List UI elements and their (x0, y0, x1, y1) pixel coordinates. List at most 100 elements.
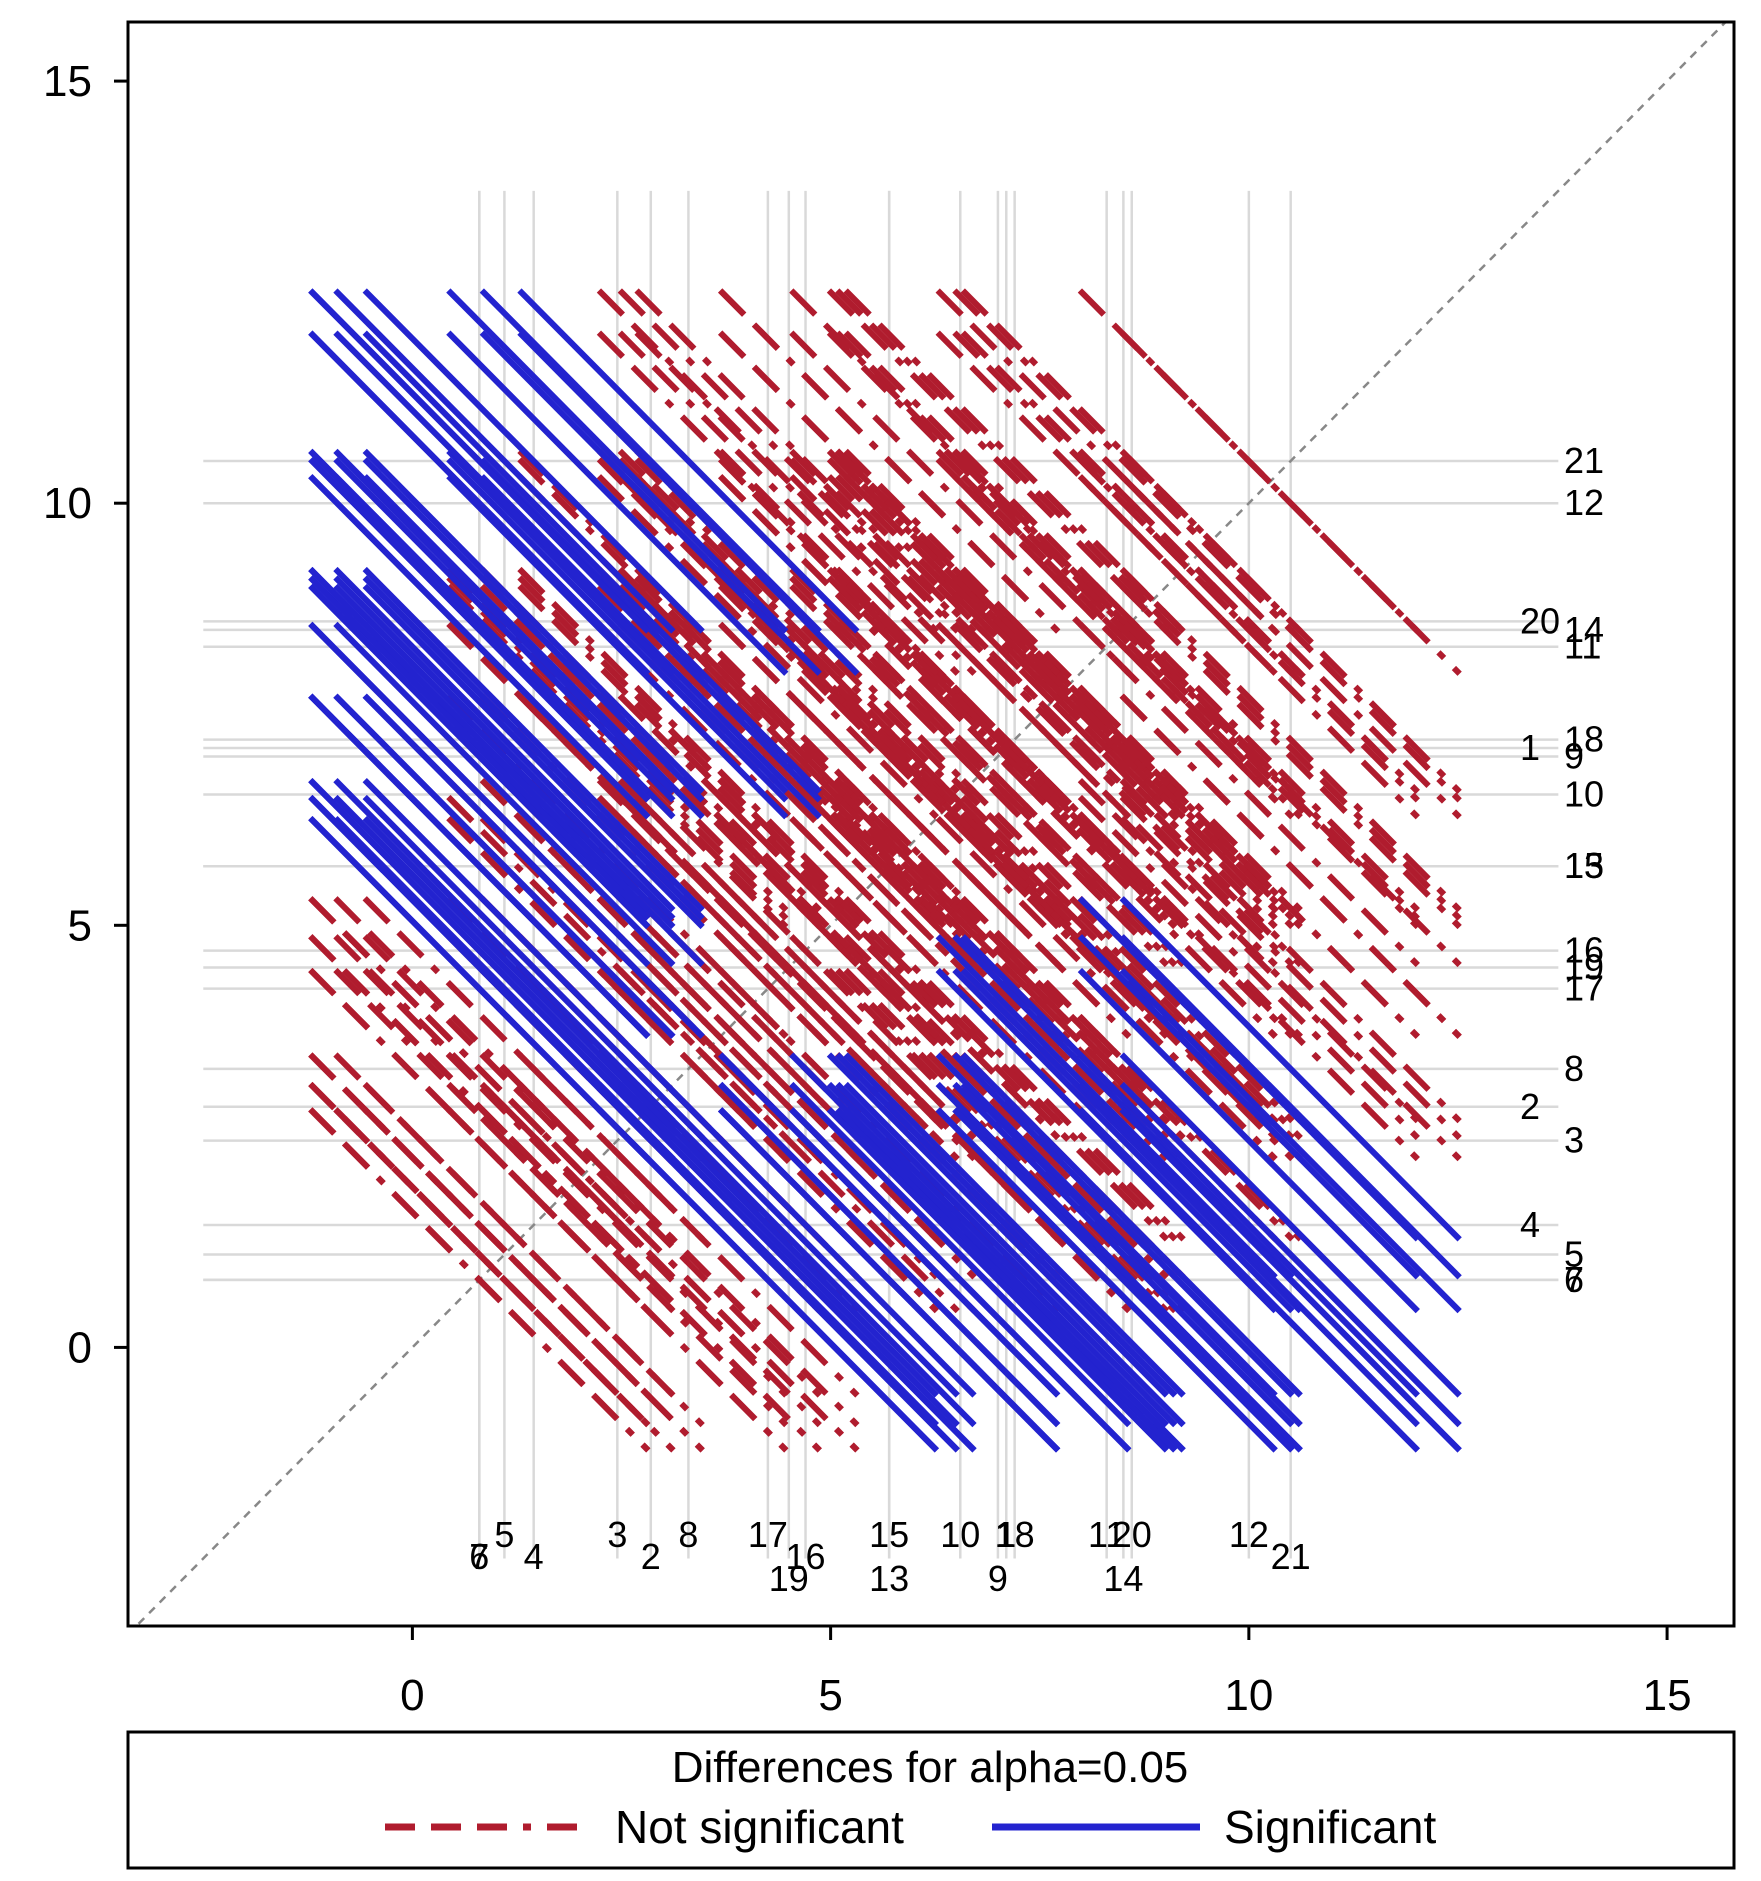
not-significant-diff-8-14 (517, 457, 860, 803)
not-significant-diff-21-20 (1119, 448, 1462, 795)
not-significant-diff-8-5 (517, 1081, 860, 1428)
significant-diff-7-12 (308, 330, 651, 676)
x-tick-label-0: 0 (400, 1671, 424, 1720)
significant-diff-12-7 (1077, 1107, 1420, 1453)
not-significant-diff-8-1 (517, 575, 860, 921)
not-significant-diff-15-10 (718, 621, 1061, 968)
x-group-label-10: 10 (940, 1514, 980, 1555)
not-significant-diff-12-19 (1077, 794, 1420, 1141)
significant-diff-10-5 (789, 1081, 1132, 1428)
significant-diff-21-8 (1119, 896, 1462, 1242)
significant-diff-7-20 (308, 448, 651, 795)
significant-diff-3-12 (446, 330, 789, 676)
significant-diff-11-4 (935, 1052, 1278, 1398)
x-group-label-9: 9 (988, 1558, 1008, 1599)
significant-diff-4-16 (362, 777, 705, 1124)
significant-diff-1-5 (835, 1081, 1178, 1428)
not-significant-diff-10-1 (789, 575, 1132, 921)
not-significant-diff-21-11 (1119, 474, 1462, 820)
not-significant-diff-10-19 (789, 794, 1132, 1141)
not-significant-diff-16-21 (634, 288, 977, 634)
not-significant-diff-1-19 (835, 794, 1178, 1141)
significant-diff-4-1 (362, 575, 705, 921)
y-group-label-19: 19 (1564, 947, 1604, 988)
significant-diff-12-3 (1077, 967, 1420, 1314)
significant-diff-5-16 (333, 777, 676, 1124)
not-significant-diff-15-12 (718, 330, 1061, 676)
significant-diff-14-7 (952, 1107, 1295, 1453)
significant-diff-7-21 (308, 288, 651, 634)
significant-diff-4-14 (362, 457, 705, 803)
significant-diff-16-5 (634, 1081, 977, 1428)
y-group-label-1: 1 (1520, 727, 1540, 768)
not-significant-diff-3-10 (446, 621, 789, 968)
significant-diff-4-21 (362, 288, 705, 634)
not-significant-diff-18-8 (843, 896, 1186, 1242)
significant-diff-10-4 (789, 1052, 1132, 1398)
not-significant-diff-11-9 (935, 583, 1278, 930)
not-significant-diff-17-12 (596, 330, 939, 676)
diagonal-reference-line (134, 22, 1728, 1626)
not-significant-diff-16-14 (634, 457, 977, 803)
x-group-label-21: 21 (1271, 1536, 1311, 1577)
significant-diff-3-21 (446, 288, 789, 634)
x-group-label-1: 1 (996, 1514, 1016, 1555)
not-significant-diff-11-16 (935, 777, 1278, 1124)
not-significant-diff-12-14 (1077, 457, 1420, 803)
not-significant-diff-12-10 (1077, 621, 1420, 968)
significant-diff-7-16 (308, 777, 651, 1124)
significant-diff-4-15 (362, 693, 705, 1039)
not-significant-diff-21-9 (1119, 583, 1462, 930)
significant-diff-5-10 (333, 621, 676, 968)
not-significant-diff-7-2 (308, 934, 651, 1280)
not-significant-diff-3-17 (446, 815, 789, 1162)
y-group-label-18: 18 (1564, 719, 1604, 760)
y-group-label-4: 4 (1520, 1204, 1540, 1245)
x-group-label-2: 2 (641, 1536, 661, 1577)
not-significant-diff-19-20 (617, 448, 960, 795)
significant-diff-11-5 (935, 1081, 1278, 1428)
y-tick-label-15: 15 (43, 57, 92, 106)
significant-diff-4-18 (362, 566, 705, 913)
significant-diff-1-4 (835, 1052, 1178, 1398)
not-significant-diff-7-6 (308, 1107, 651, 1453)
significant-diff-2-21 (479, 288, 822, 634)
not-significant-diff-11-14 (935, 457, 1278, 803)
y-group-label-17: 17 (1564, 968, 1604, 1009)
not-significant-diff-21-14 (1119, 457, 1462, 803)
significant-diff-5-14 (333, 457, 676, 803)
not-significant-diff-15-21 (718, 288, 1061, 634)
significant-diff-7-15 (308, 693, 651, 1039)
significant-diff-12-2 (1077, 934, 1420, 1280)
not-significant-diff-7-8 (308, 896, 651, 1242)
significant-diff-3-14 (446, 457, 789, 803)
not-significant-diff-11-17 (935, 815, 1278, 1162)
not-significant-diff-2-9 (479, 583, 822, 930)
significant-diff-9-5 (826, 1081, 1170, 1428)
significant-diff-4-12 (362, 330, 705, 676)
x-group-label-12: 12 (1229, 1514, 1269, 1555)
y-group-label-5: 5 (1564, 1234, 1584, 1275)
not-significant-diff-7-3 (308, 967, 651, 1314)
significant-diff-5-19 (333, 794, 676, 1141)
not-significant-diff-3-19 (446, 794, 789, 1141)
not-significant-diff-21-10 (1119, 621, 1462, 968)
significant-diff-7-18 (308, 566, 651, 913)
y-group-label-9: 9 (1564, 735, 1584, 776)
not-significant-diff-11-20 (935, 448, 1278, 795)
x-group-label-19: 19 (769, 1558, 809, 1599)
significant-diff-4-19 (362, 794, 705, 1141)
significant-diff-5-21 (333, 288, 676, 634)
not-significant-diff-21-17 (1119, 815, 1462, 1162)
significant-diff-21-3 (1119, 967, 1462, 1314)
x-group-label-15: 15 (869, 1514, 909, 1555)
significant-diff-7-1 (308, 575, 651, 921)
significant-diff-18-4 (843, 1052, 1186, 1398)
not-significant-diff-8-18 (517, 566, 860, 913)
significant-diff-17-7 (596, 1107, 939, 1453)
not-significant-diff-21-12 (1119, 330, 1462, 676)
x-tick-label-15: 15 (1643, 1671, 1692, 1720)
not-significant-diff-4-2 (362, 934, 705, 1280)
